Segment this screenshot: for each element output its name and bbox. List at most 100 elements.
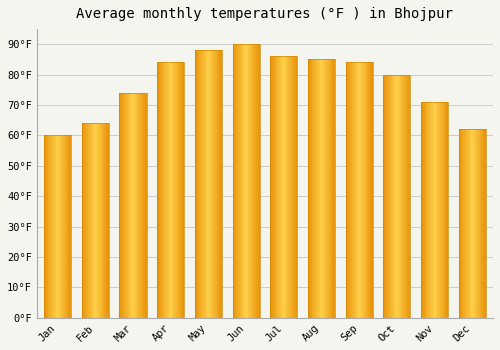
Bar: [64, 135, 65, 318]
Bar: [346, 63, 373, 318]
Bar: [289, 56, 290, 318]
Bar: [98, 123, 99, 318]
Bar: [100, 123, 102, 318]
Bar: [404, 75, 405, 318]
Bar: [131, 93, 132, 318]
Bar: [273, 56, 274, 318]
Bar: [423, 102, 424, 318]
Bar: [352, 63, 353, 318]
Bar: [255, 44, 256, 318]
Bar: [108, 123, 109, 318]
Bar: [246, 44, 247, 318]
Bar: [296, 56, 298, 318]
Bar: [349, 63, 350, 318]
Bar: [312, 60, 314, 318]
Bar: [99, 123, 100, 318]
Bar: [172, 63, 174, 318]
Bar: [394, 75, 395, 318]
Bar: [70, 135, 71, 318]
Bar: [123, 93, 124, 318]
Bar: [182, 63, 184, 318]
Bar: [120, 93, 146, 318]
Bar: [218, 50, 219, 318]
Bar: [220, 50, 221, 318]
Bar: [430, 102, 431, 318]
Bar: [308, 60, 309, 318]
Bar: [88, 123, 89, 318]
Bar: [366, 63, 368, 318]
Bar: [432, 102, 433, 318]
Bar: [166, 63, 167, 318]
Bar: [440, 102, 441, 318]
Bar: [174, 63, 175, 318]
Bar: [395, 75, 396, 318]
Bar: [478, 130, 480, 318]
Bar: [159, 63, 160, 318]
Bar: [458, 130, 460, 318]
Bar: [60, 135, 61, 318]
Bar: [317, 60, 318, 318]
Bar: [356, 63, 358, 318]
Bar: [270, 56, 271, 318]
Bar: [178, 63, 179, 318]
Bar: [134, 93, 135, 318]
Bar: [250, 44, 252, 318]
Bar: [288, 56, 289, 318]
Bar: [97, 123, 98, 318]
Bar: [446, 102, 448, 318]
Bar: [475, 130, 476, 318]
Bar: [470, 130, 472, 318]
Bar: [384, 75, 410, 318]
Bar: [200, 50, 201, 318]
Bar: [168, 63, 169, 318]
Bar: [477, 130, 478, 318]
Bar: [46, 135, 48, 318]
Bar: [62, 135, 63, 318]
Bar: [96, 123, 97, 318]
Bar: [102, 123, 104, 318]
Bar: [105, 123, 106, 318]
Bar: [421, 102, 422, 318]
Bar: [278, 56, 280, 318]
Bar: [216, 50, 218, 318]
Bar: [464, 130, 465, 318]
Bar: [56, 135, 58, 318]
Bar: [444, 102, 446, 318]
Bar: [403, 75, 404, 318]
Bar: [248, 44, 249, 318]
Bar: [232, 44, 260, 318]
Bar: [143, 93, 144, 318]
Bar: [55, 135, 56, 318]
Bar: [353, 63, 354, 318]
Bar: [467, 130, 468, 318]
Bar: [465, 130, 466, 318]
Bar: [157, 63, 184, 318]
Bar: [104, 123, 105, 318]
Bar: [431, 102, 432, 318]
Bar: [92, 123, 94, 318]
Bar: [86, 123, 87, 318]
Bar: [292, 56, 293, 318]
Bar: [256, 44, 257, 318]
Bar: [293, 56, 294, 318]
Bar: [386, 75, 387, 318]
Bar: [397, 75, 398, 318]
Bar: [483, 130, 484, 318]
Bar: [130, 93, 131, 318]
Bar: [234, 44, 235, 318]
Bar: [176, 63, 177, 318]
Bar: [272, 56, 273, 318]
Bar: [245, 44, 246, 318]
Bar: [286, 56, 288, 318]
Bar: [328, 60, 330, 318]
Bar: [244, 44, 245, 318]
Bar: [330, 60, 332, 318]
Bar: [219, 50, 220, 318]
Bar: [309, 60, 310, 318]
Bar: [179, 63, 180, 318]
Bar: [167, 63, 168, 318]
Bar: [84, 123, 86, 318]
Bar: [208, 50, 210, 318]
Bar: [283, 56, 284, 318]
Bar: [195, 50, 196, 318]
